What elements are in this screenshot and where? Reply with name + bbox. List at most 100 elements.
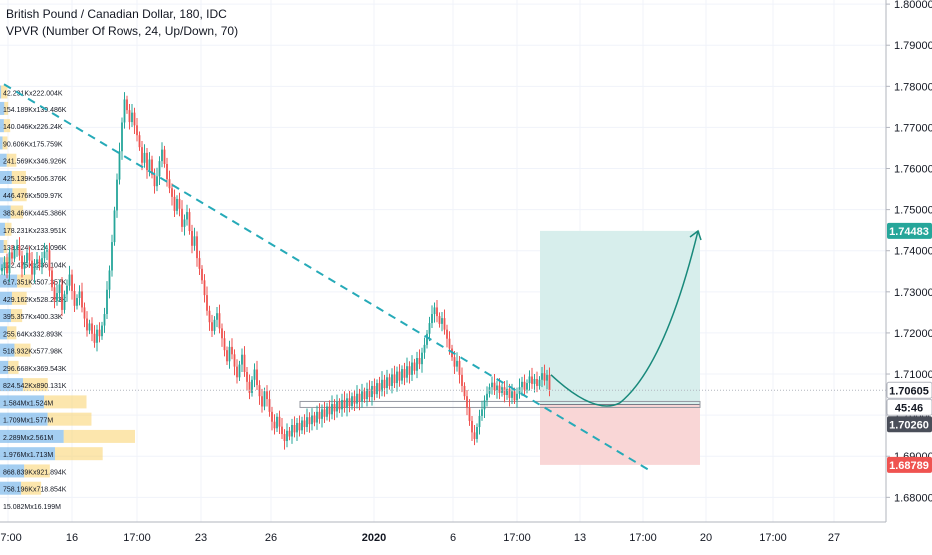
- volume-label: 758.196Kx718.854K: [3, 487, 67, 494]
- price-tick-label: 1.78000: [894, 81, 932, 93]
- price-badge[interactable]: [887, 456, 932, 473]
- price-tick-label: 1.76000: [894, 164, 932, 176]
- drawings[interactable]: [0, 83, 886, 472]
- price-axis[interactable]: 1.80000 1.79000 1.78000 1.77000 1.76000 1.750…: [885, 0, 932, 522]
- candle-body: [6, 262, 8, 274]
- candle-body: [463, 385, 466, 397]
- time-axis[interactable]: 17:00 16 17:00 23 26 2020 6 17:00 13 17:00 20 17:00…: [0, 521, 886, 544]
- volume-bar-down: [7, 326, 17, 340]
- candle-body: [201, 268, 203, 281]
- candle-body: [313, 415, 316, 423]
- candle-body: [371, 385, 373, 398]
- candle-body: [508, 388, 511, 398]
- candle-body: [166, 163, 168, 180]
- volume-bar-up: [0, 378, 23, 392]
- loss-zone[interactable]: [540, 404, 700, 465]
- candle-body: [543, 373, 546, 381]
- volume-bar-down: [14, 343, 31, 357]
- candle-body: [533, 378, 536, 384]
- candle-body: [113, 210, 116, 243]
- candle-body: [46, 250, 48, 252]
- volume-label: 2.289Mx2.561M: [3, 435, 53, 442]
- projection-arrowhead[interactable]: [689, 229, 702, 241]
- candle-body: [503, 387, 506, 395]
- candle-body: [456, 360, 458, 367]
- candle-body: [186, 212, 188, 220]
- profit-zone[interactable]: [540, 230, 700, 405]
- time-tick-label: 17:00: [629, 532, 657, 544]
- candle-body: [486, 393, 488, 401]
- candle-body: [143, 152, 146, 163]
- candle-body: [538, 379, 541, 386]
- candle-body: [193, 236, 196, 246]
- candle-body: [156, 176, 158, 187]
- volume-bar-up: [0, 170, 12, 184]
- symbol-title[interactable]: British Pound / Canadian Dollar, 180, ID…: [6, 7, 227, 21]
- volume-bar-down: [4, 222, 12, 236]
- volume-bar-up: [0, 101, 5, 115]
- volume-label: 154.189Kx139.486K: [3, 107, 67, 114]
- candle-body: [28, 252, 31, 261]
- candle-body: [173, 196, 176, 211]
- volume-bar-up: [0, 274, 18, 288]
- candle-body: [238, 364, 241, 378]
- candle-body: [516, 393, 518, 401]
- volume-bar-down: [6, 153, 17, 167]
- candle-body: [433, 307, 436, 315]
- candle-body: [398, 371, 401, 381]
- support-box[interactable]: [299, 400, 701, 408]
- candle-body: [281, 426, 283, 435]
- candle-body: [356, 393, 358, 404]
- price-badge[interactable]: [887, 222, 932, 239]
- candles: [1, 92, 551, 450]
- volume-bar-down: [2, 136, 8, 150]
- candle-body: [216, 313, 218, 320]
- volume-label: 178.231Kx233.951K: [3, 228, 67, 235]
- price-badge[interactable]: [886, 381, 932, 399]
- volume-bar-up: [0, 464, 25, 478]
- candle-body: [421, 352, 423, 365]
- price-badge[interactable]: [886, 398, 932, 416]
- price-tick-label: 1.73000: [894, 287, 932, 299]
- candle-body: [221, 328, 223, 339]
- indicator-label[interactable]: VPVR (Number Of Rows, 24, Up/Down, 70): [6, 24, 239, 38]
- volume-label: 446.476Kx509.97K: [3, 193, 63, 200]
- candle-body: [236, 366, 238, 378]
- candle-body: [458, 360, 461, 375]
- candle-body: [446, 329, 448, 339]
- candle-body: [256, 369, 258, 386]
- candle-body: [378, 383, 381, 392]
- candle-body: [483, 400, 486, 410]
- volume-label: 429.162Kx528.253K: [3, 297, 67, 304]
- candle-body: [258, 385, 261, 397]
- candle-body: [413, 362, 416, 371]
- candle-body: [98, 329, 101, 337]
- projection-curve[interactable]: [550, 230, 699, 407]
- volume-bar-up: [0, 153, 7, 167]
- volume-bar-down: [4, 101, 9, 115]
- candle-body: [121, 122, 123, 152]
- candle-body: [353, 396, 356, 404]
- candle-body: [248, 381, 251, 393]
- candle-body: [233, 354, 236, 367]
- candle-body: [81, 291, 83, 308]
- volume-label: 1.976Mx1.713M: [3, 452, 53, 459]
- candle-body: [123, 99, 126, 123]
- candle-body: [41, 258, 43, 267]
- candle-body: [101, 325, 103, 337]
- candle-body: [283, 434, 286, 442]
- candle-body: [188, 212, 191, 231]
- candle-body: [148, 159, 151, 171]
- price-badge[interactable]: [887, 416, 932, 433]
- volume-bar-up: [0, 429, 64, 443]
- candle-body: [271, 411, 273, 422]
- candle-body: [513, 391, 516, 401]
- volume-bar-down: [3, 119, 11, 133]
- position-zones: [299, 230, 701, 465]
- candle-body: [406, 366, 408, 378]
- volume-label: 395.357Kx400.33K: [3, 314, 63, 321]
- candle-body: [66, 285, 68, 295]
- candle-body: [168, 179, 171, 189]
